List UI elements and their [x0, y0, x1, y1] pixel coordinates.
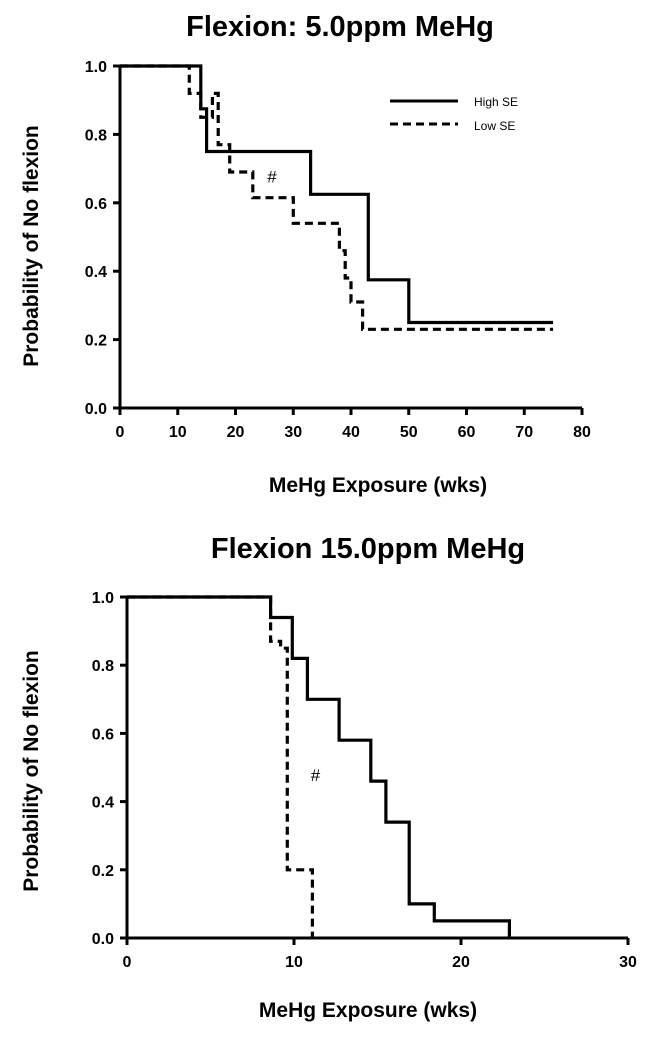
- plot-area: 0.0 0.2 0.4 0.6 0.8 1.0 0 10 20 30 40 50 60 70 80 #: [85, 59, 591, 441]
- annotation-significance: #: [267, 167, 277, 186]
- chart-flexion-5ppm: Flexion: 5.0ppm MeHg Probability of No f…: [20, 11, 591, 497]
- legend-label-low-se: Low SE: [474, 119, 515, 133]
- x-tick-label: 10: [169, 424, 187, 441]
- x-tick-label: 70: [515, 424, 533, 441]
- x-axis-title: MeHg Exposure (wks): [269, 474, 487, 497]
- y-axis-title-group: Probability of No flexion: [20, 650, 43, 892]
- y-axis-title-group: Probability of No flexion: [20, 125, 43, 367]
- y-tick-label: 1.0: [85, 59, 107, 76]
- y-tick-label: 0.8: [85, 127, 107, 144]
- x-tick-label: 10: [285, 954, 303, 971]
- y-tick-label: 0.4: [92, 795, 114, 812]
- x-tick-label: 50: [400, 424, 418, 441]
- y-tick-label: 0.2: [92, 863, 114, 880]
- y-axis-title: Probability of No flexion: [20, 650, 43, 892]
- chart-title: Flexion 15.0ppm MeHg: [211, 533, 525, 565]
- y-tick-label: 0.8: [92, 658, 114, 675]
- x-tick-label: 30: [284, 424, 302, 441]
- x-axis-title: MeHg Exposure (wks): [259, 999, 477, 1022]
- y-tick-label: 0.4: [85, 264, 107, 281]
- x-tick-label: 40: [342, 424, 360, 441]
- plot-area: 0.0 0.2 0.4 0.6 0.8 1.0 0 10 20 30 #: [92, 590, 637, 971]
- annotation-significance: #: [311, 766, 321, 785]
- y-tick-label: 0.2: [85, 333, 107, 350]
- x-tick-label: 60: [458, 424, 476, 441]
- x-tick-label: 0: [116, 424, 125, 441]
- legend-label-high-se: High SE: [474, 95, 518, 109]
- x-tick-label: 20: [452, 954, 470, 971]
- chart-title: Flexion: 5.0ppm MeHg: [186, 11, 494, 43]
- y-tick-label: 0.0: [85, 401, 107, 418]
- series-line-high-se: [120, 64, 554, 325]
- series-line-low-se: [120, 64, 554, 331]
- y-axis-title: Probability of No flexion: [20, 125, 43, 367]
- y-tick-label: 0.6: [85, 196, 107, 213]
- chart-flexion-15ppm: Flexion 15.0ppm MeHg Probability of No f…: [20, 533, 637, 1022]
- x-tick-label: 30: [619, 954, 637, 971]
- y-tick-label: 1.0: [92, 590, 114, 607]
- x-tick-label: 0: [123, 954, 132, 971]
- series-line-dashed: [127, 595, 314, 938]
- x-tick-label: 20: [227, 424, 245, 441]
- x-tick-label: 80: [573, 424, 591, 441]
- series-line-solid: [127, 595, 511, 938]
- legend: High SE Low SE: [390, 95, 518, 133]
- y-tick-label: 0.6: [92, 726, 114, 743]
- y-tick-label: 0.0: [92, 931, 114, 948]
